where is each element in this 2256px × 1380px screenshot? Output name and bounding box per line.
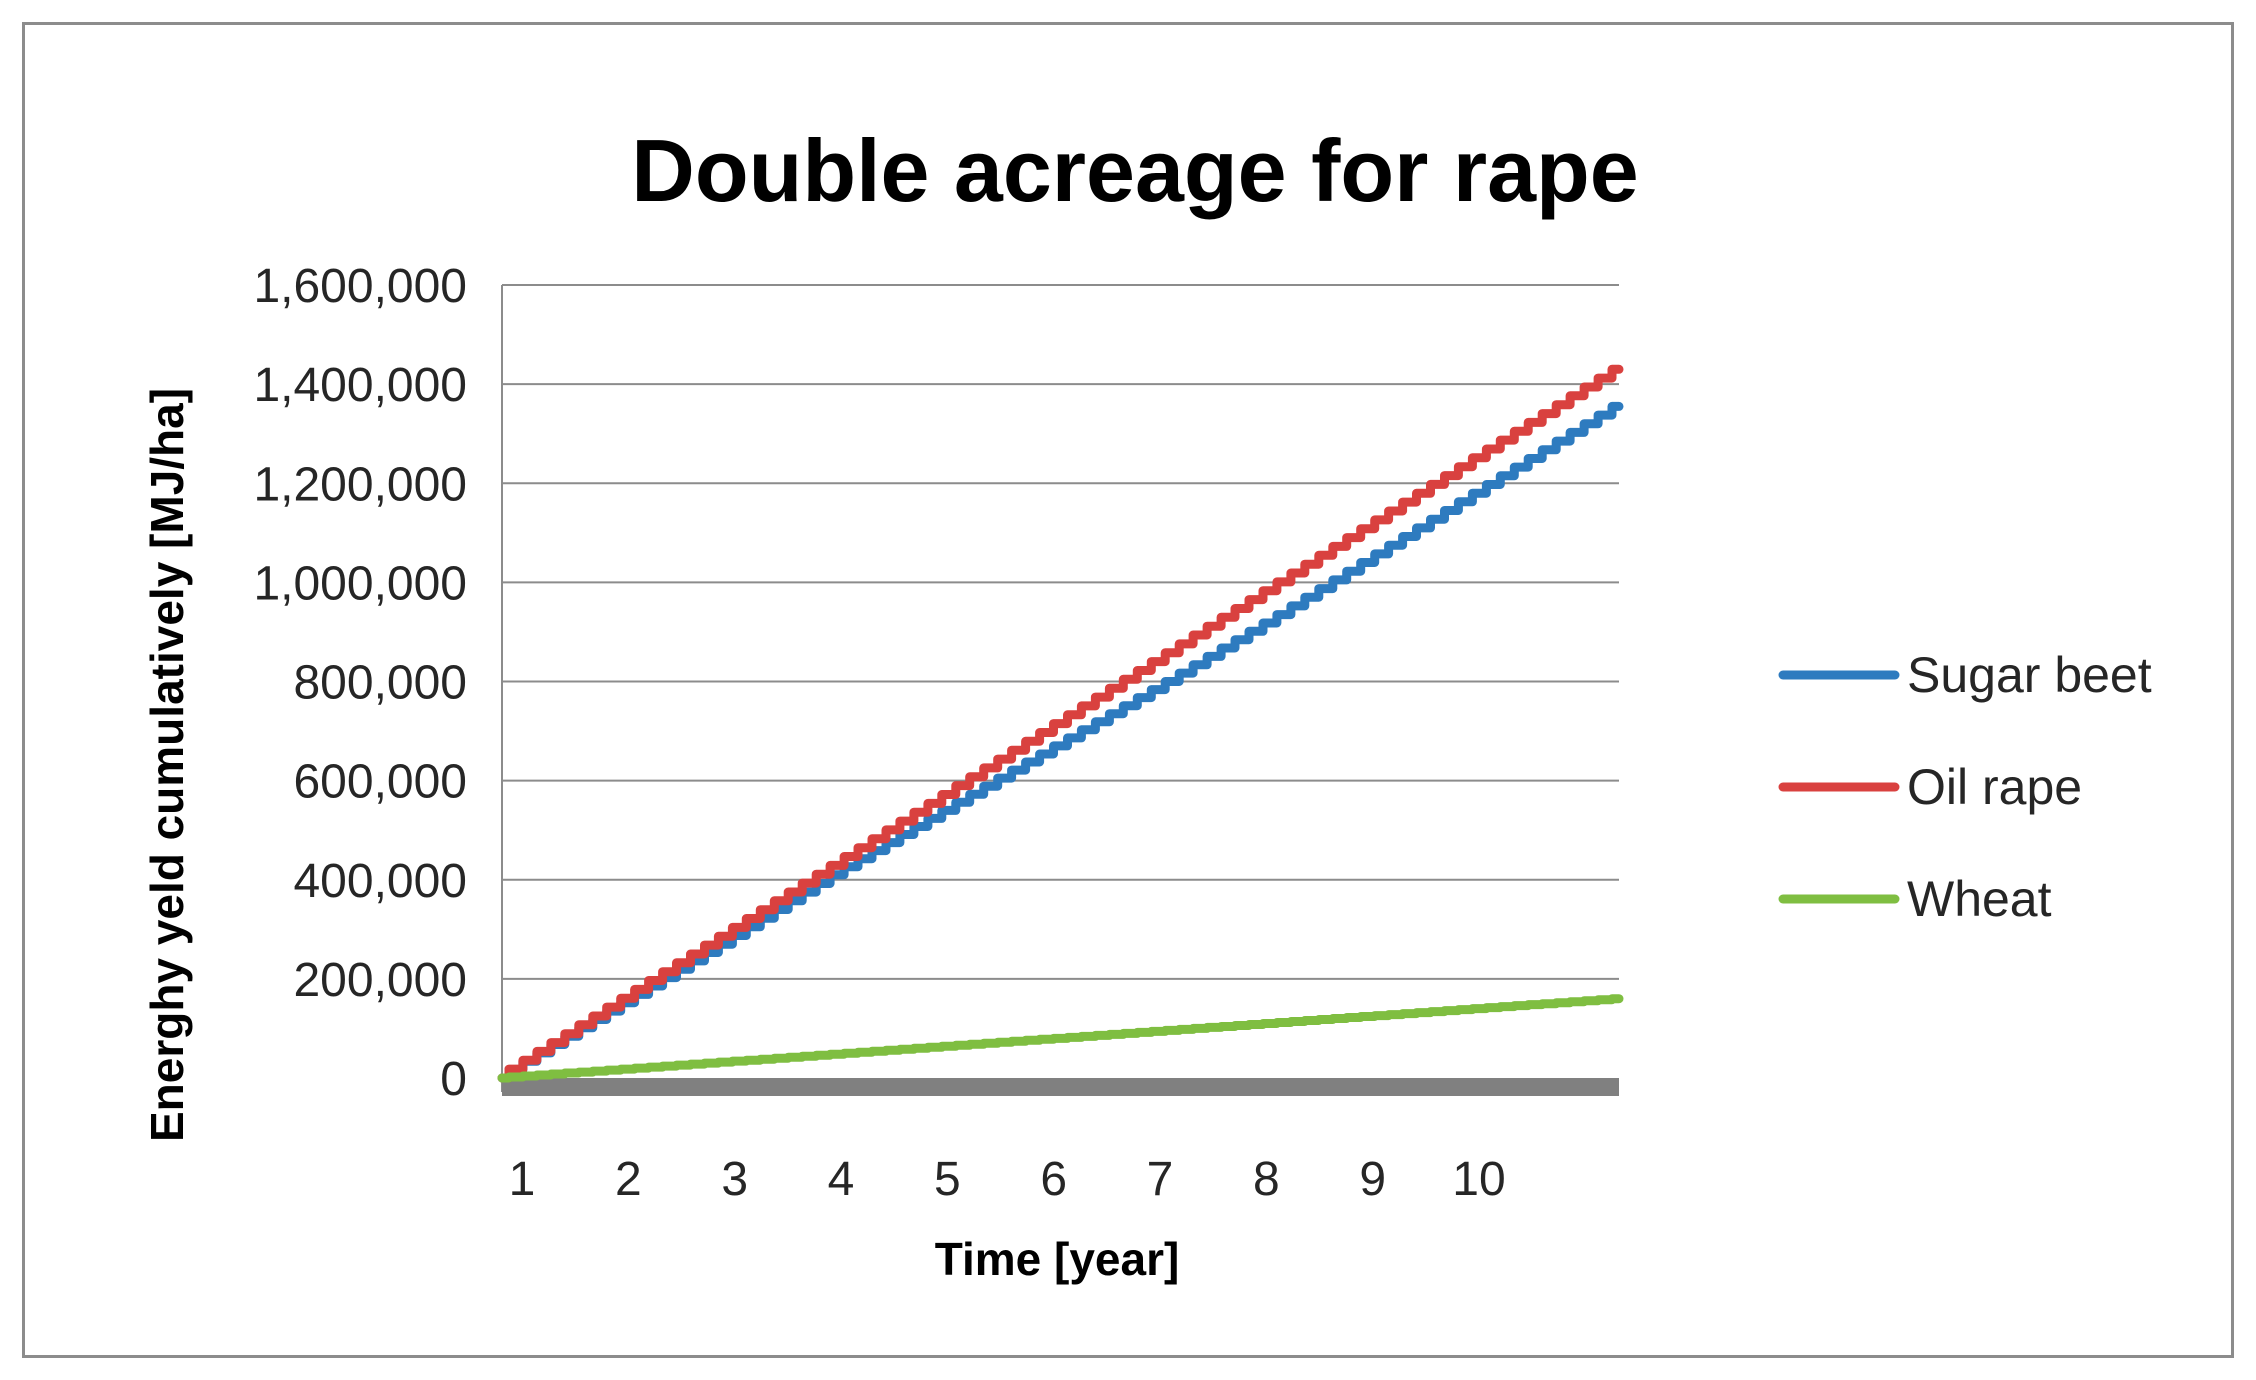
- y-tick-label: 1,400,000: [253, 359, 467, 412]
- chart-svg: Double acreage for rape 0 200,000 400,000 6…: [141, 121, 2152, 1285]
- x-tick-label: 3: [721, 1153, 748, 1206]
- y-tick-label: 1,200,000: [253, 458, 467, 511]
- x-tick-label: 6: [1040, 1153, 1067, 1206]
- y-tick-label: 400,000: [293, 855, 467, 908]
- chart-title: Double acreage for rape: [631, 121, 1638, 220]
- x-axis-line: [502, 1078, 1619, 1096]
- x-tick-label: 7: [1147, 1153, 1174, 1206]
- legend: Sugar beet Oil rape Wheat: [1778, 647, 2152, 927]
- x-tick-label: 1: [509, 1153, 536, 1206]
- tick-layer: 0 200,000 400,000 600,000 800,000 1,000,000 1,…: [253, 260, 1505, 1206]
- axis-layer: [501, 285, 1619, 1096]
- legend-label-sugar-beet: Sugar beet: [1907, 647, 2152, 703]
- chart-frame: Double acreage for rape 0 200,000 400,000 6…: [22, 22, 2234, 1358]
- y-tick-label: 1,000,000: [253, 557, 467, 610]
- y-tick-label: 600,000: [293, 756, 467, 809]
- x-axis-title: Time [year]: [935, 1233, 1180, 1285]
- y-tick-label: 1,600,000: [253, 260, 467, 313]
- x-tick-label: 10: [1452, 1153, 1505, 1206]
- x-tick-label: 5: [934, 1153, 961, 1206]
- x-tick-label: 4: [828, 1153, 855, 1206]
- series-line-oil-rape: [497, 364, 1624, 1083]
- legend-label-oil-rape: Oil rape: [1907, 759, 2082, 815]
- series-layer: [497, 364, 1624, 1083]
- legend-label-wheat: Wheat: [1907, 871, 2052, 927]
- y-axis-title: Energhy yeld cumulatively [MJ/ha]: [141, 388, 193, 1142]
- grid-layer: [502, 284, 1619, 980]
- x-tick-label: 2: [615, 1153, 642, 1206]
- x-tick-label: 8: [1253, 1153, 1280, 1206]
- series-line-sugar-beet: [497, 401, 1624, 1083]
- series-line-wheat: [497, 994, 1624, 1083]
- x-tick-label: 9: [1359, 1153, 1386, 1206]
- y-tick-label: 200,000: [293, 954, 467, 1007]
- y-tick-label: 800,000: [293, 657, 467, 710]
- y-tick-label: 0: [440, 1053, 467, 1106]
